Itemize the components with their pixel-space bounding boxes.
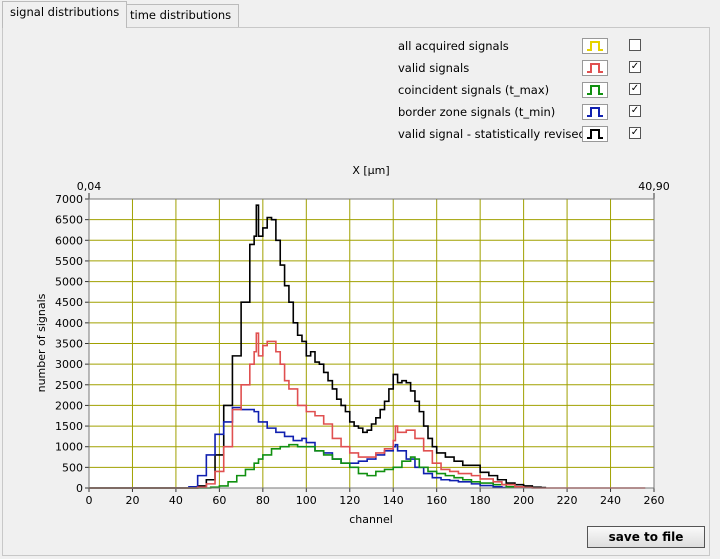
- x-tick-label: 200: [513, 494, 534, 507]
- top-axis-min-label: 0,04: [77, 180, 102, 193]
- legend-label: all acquired signals: [398, 39, 509, 53]
- legend-swatch-icon[interactable]: [582, 104, 608, 120]
- legend-label: coincident signals (t_max): [398, 83, 550, 97]
- series-line-2: [89, 443, 525, 489]
- x-axis-label: channel: [349, 513, 393, 526]
- top-axis-max-label: 40,90: [638, 180, 670, 193]
- x-tick-label: 100: [296, 494, 317, 507]
- tab-bar: signal distributions time distributions: [0, 0, 720, 28]
- x-tick-label: 160: [426, 494, 447, 507]
- tab-signal-distributions[interactable]: signal distributions: [2, 1, 128, 28]
- y-axis-label: number of signals: [35, 293, 48, 392]
- y-tick-label: 5500: [55, 255, 83, 268]
- legend-swatch-icon[interactable]: [582, 126, 608, 142]
- top-axis-label: X [µm]: [352, 164, 389, 177]
- legend-label: valid signals: [398, 61, 470, 75]
- x-tick-label: 120: [339, 494, 360, 507]
- y-tick-label: 4000: [55, 317, 83, 330]
- y-tick-label: 0: [76, 482, 83, 495]
- y-tick-label: 3500: [55, 338, 83, 351]
- legend-swatch-icon[interactable]: [582, 38, 608, 54]
- y-tick-label: 2500: [55, 379, 83, 392]
- y-tick-label: 6500: [55, 214, 83, 227]
- x-tick-label: 220: [557, 494, 578, 507]
- plot-border: [88, 198, 655, 489]
- x-tick-label: 240: [600, 494, 621, 507]
- y-tick-label: 500: [62, 461, 83, 474]
- y-tick-label: 1500: [55, 420, 83, 433]
- series-line-0: [89, 204, 547, 489]
- y-tick-label: 7000: [55, 193, 83, 206]
- y-tick-label: 3000: [55, 358, 83, 371]
- x-tick-label: 40: [169, 494, 183, 507]
- series-line-3: [89, 332, 646, 489]
- legend-item: coincident signals (t_max) ✓: [398, 80, 658, 102]
- x-tick-label: 80: [256, 494, 270, 507]
- y-tick-label: 4500: [55, 296, 83, 309]
- legend-item: border zone signals (t_min) ✓: [398, 102, 658, 124]
- legend-checkbox[interactable]: ✓: [629, 61, 641, 73]
- legend-item: all acquired signals: [398, 36, 658, 58]
- x-tick-label: 260: [644, 494, 665, 507]
- legend-checkbox[interactable]: ✓: [629, 127, 641, 139]
- x-tick-label: 140: [383, 494, 404, 507]
- legend-swatch-icon[interactable]: [582, 82, 608, 98]
- legend-item: valid signal - statistically revised ✓: [398, 124, 658, 146]
- y-tick-label: 6000: [55, 234, 83, 247]
- legend-label: border zone signals (t_min): [398, 105, 556, 119]
- y-tick-label: 2000: [55, 399, 83, 412]
- x-tick-label: 0: [86, 494, 93, 507]
- legend-label: valid signal - statistically revised: [398, 127, 586, 141]
- legend-checkbox[interactable]: ✓: [629, 83, 641, 95]
- legend-swatch-icon[interactable]: [582, 60, 608, 76]
- legend-item: valid signals ✓: [398, 58, 658, 80]
- x-tick-label: 20: [125, 494, 139, 507]
- tab-time-distributions[interactable]: time distributions: [122, 4, 240, 27]
- legend-checkbox[interactable]: [629, 39, 641, 51]
- y-tick-label: 1000: [55, 441, 83, 454]
- legend-checkbox[interactable]: ✓: [629, 105, 641, 117]
- x-tick-label: 60: [212, 494, 226, 507]
- save-to-file-button[interactable]: save to file: [587, 526, 705, 548]
- x-tick-label: 180: [470, 494, 491, 507]
- y-tick-label: 5000: [55, 276, 83, 289]
